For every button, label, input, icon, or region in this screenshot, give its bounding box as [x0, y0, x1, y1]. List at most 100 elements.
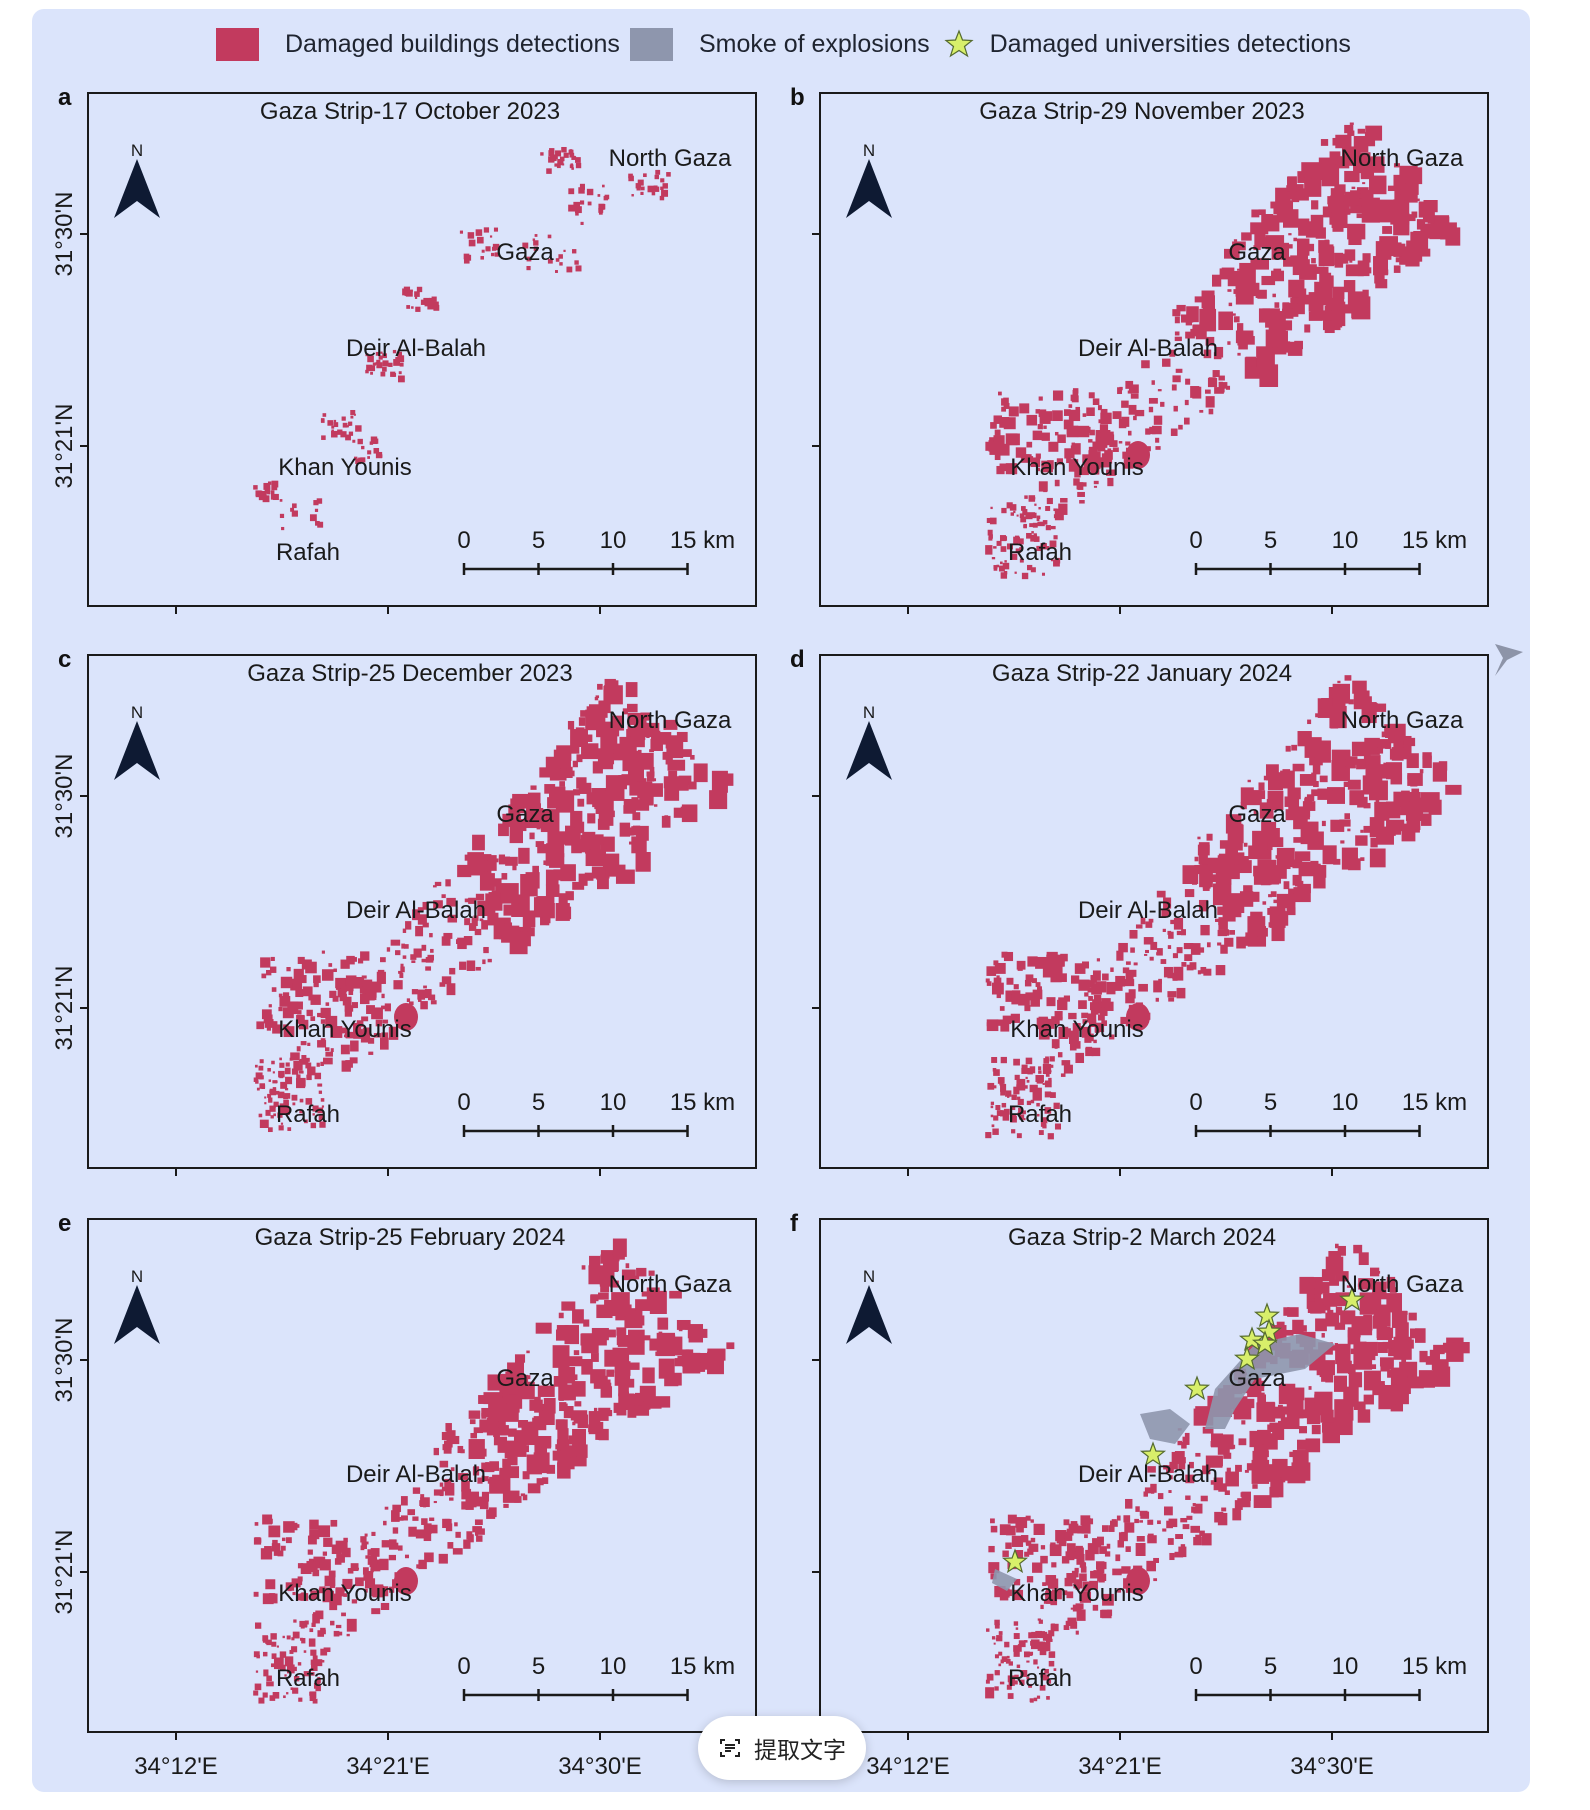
- damage-patch: [1403, 737, 1416, 747]
- damage-patch: [455, 1531, 461, 1538]
- damage-patch: [1054, 1011, 1063, 1020]
- damage-patch: [988, 1545, 995, 1553]
- damage-patch: [673, 807, 686, 818]
- damage-patch: [1036, 515, 1041, 520]
- damage-patch: [382, 360, 389, 367]
- extract-text-button[interactable]: 提取文字: [698, 1716, 866, 1780]
- damage-patch: [1191, 1506, 1197, 1513]
- damage-patch: [555, 150, 562, 157]
- damage-patch: [1167, 930, 1172, 935]
- damage-patch: [1318, 240, 1330, 253]
- damage-patch: [1032, 430, 1043, 441]
- damage-patch: [270, 956, 275, 961]
- damage-patch: [1021, 1535, 1029, 1543]
- damage-patch: [989, 517, 997, 525]
- damage-patch: [305, 1062, 312, 1069]
- damage-patch: [1184, 889, 1195, 898]
- damage-patch: [1260, 927, 1268, 937]
- damage-patch: [439, 1482, 444, 1487]
- damage-patch: [1027, 1548, 1034, 1555]
- panel-title: Gaza Strip-2 March 2024: [1008, 1224, 1276, 1251]
- damage-patch: [360, 951, 370, 961]
- damage-patch: [1040, 1604, 1044, 1610]
- damage-patch: [1206, 833, 1213, 841]
- damage-patch: [1349, 151, 1353, 156]
- city-label: Deir Al-Balah: [1078, 897, 1218, 924]
- damage-patch: [1382, 1341, 1392, 1349]
- damage-patch: [1102, 1525, 1109, 1532]
- damage-patch: [1015, 548, 1020, 553]
- damage-patch: [1304, 324, 1311, 333]
- damage-patch: [1005, 1090, 1012, 1097]
- damage-patch: [559, 262, 563, 266]
- damage-patch: [1410, 237, 1422, 249]
- damage-patch: [342, 996, 352, 1006]
- damage-patch: [1290, 255, 1308, 267]
- damage-patch: [328, 1570, 336, 1578]
- damage-patch: [545, 756, 561, 775]
- damage-patch: [1163, 1465, 1168, 1470]
- damage-patch: [1018, 1107, 1023, 1113]
- damage-patch: [1013, 1621, 1019, 1626]
- damage-patch: [263, 482, 271, 490]
- damage-patch: [1084, 1534, 1088, 1539]
- city-label: Gaza: [1228, 801, 1286, 828]
- damage-patch: [990, 1101, 995, 1105]
- damage-patch: [362, 1567, 369, 1575]
- damage-patch: [1235, 1464, 1242, 1472]
- damage-patch: [330, 1620, 335, 1626]
- damage-patch: [1284, 320, 1293, 331]
- damage-patch: [284, 1013, 288, 1017]
- damage-patch: [1042, 1082, 1045, 1085]
- damage-patch: [1374, 801, 1390, 821]
- damage-patch: [990, 1105, 994, 1109]
- damage-patch: [1344, 124, 1354, 134]
- damage-patch: [398, 970, 403, 974]
- damage-patch: [1178, 424, 1183, 430]
- damage-patch: [1197, 970, 1201, 975]
- damage-patch: [461, 1480, 470, 1492]
- city-label: Gaza: [1228, 239, 1286, 266]
- damage-patch: [1314, 740, 1331, 763]
- damage-patch: [1182, 865, 1199, 884]
- damage-patch: [1280, 770, 1295, 789]
- damage-patch: [1058, 1016, 1063, 1021]
- damage-patch: [1270, 891, 1277, 897]
- damage-patch: [1177, 1440, 1183, 1446]
- damage-patch: [1298, 288, 1307, 299]
- damage-patch: [592, 761, 603, 774]
- damage-patch: [1040, 1545, 1046, 1550]
- damage-patch: [270, 1682, 274, 1685]
- damage-patch: [320, 1648, 328, 1656]
- damage-patch: [1410, 781, 1418, 787]
- damage-patch: [1063, 1064, 1073, 1074]
- damage-patch: [607, 1409, 613, 1417]
- damage-patch: [650, 738, 663, 751]
- damage-patch: [410, 954, 417, 960]
- damage-patch: [1167, 1538, 1174, 1545]
- city-label: Rafah: [1008, 1101, 1072, 1128]
- damage-patch: [1048, 1077, 1052, 1082]
- damage-patch: [599, 203, 606, 210]
- damage-patch: [1126, 1003, 1150, 1031]
- damage-patch: [623, 798, 635, 813]
- damage-patch: [1283, 1307, 1290, 1316]
- damage-patch: [324, 1587, 332, 1595]
- scale-label: 15 km: [670, 527, 735, 554]
- damage-patch: [1168, 931, 1174, 939]
- damage-patch: [1130, 947, 1135, 953]
- damage-patch: [1025, 1540, 1030, 1545]
- damage-patch: [1218, 1483, 1227, 1492]
- damage-patch: [331, 429, 334, 432]
- damage-patch: [1013, 1578, 1021, 1586]
- damage-patch: [269, 1088, 277, 1096]
- damage-patch: [1006, 1684, 1012, 1690]
- damage-patch: [1219, 840, 1230, 849]
- damage-patch: [327, 420, 334, 426]
- damage-patch: [627, 1329, 645, 1343]
- damage-patch: [1410, 1328, 1420, 1339]
- damage-patch: [1094, 1003, 1105, 1014]
- damage-patch: [1010, 1013, 1020, 1023]
- damage-patch: [298, 975, 307, 984]
- damage-patch: [1357, 802, 1365, 808]
